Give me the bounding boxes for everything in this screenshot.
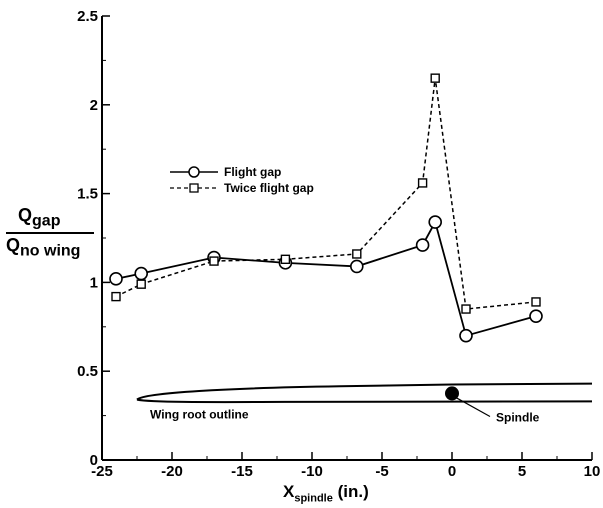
data-point-circle — [415, 238, 430, 252]
y-tick-label: 2 — [90, 97, 98, 114]
wing-upper-surface — [136, 382, 593, 401]
series-line — [115, 219, 537, 337]
data-point-square — [417, 178, 428, 188]
data-point-circle — [428, 215, 443, 229]
x-tick-label: -20 — [161, 463, 183, 480]
axes: -25 -20 -15 -10 -5 0 5 10 0 0.5 1 1.5 2 2.5 — [77, 8, 600, 480]
y-tick-label: 0.5 — [77, 363, 98, 380]
data-point-square — [136, 279, 146, 289]
x-tick-label: -10 — [301, 463, 323, 480]
wing-lower-surface — [136, 398, 593, 404]
y-axis-label-numerator: Qgap — [18, 205, 61, 230]
spindle-leader-line — [454, 396, 491, 418]
data-point-circle — [134, 266, 148, 281]
data-point-square — [280, 254, 291, 265]
data-point-circle — [529, 309, 543, 323]
data-point-square — [461, 304, 471, 314]
y-tick-label: 0 — [90, 452, 98, 469]
x-tick-label: -5 — [375, 463, 388, 480]
data-point-circle — [109, 272, 123, 286]
data-point-square — [430, 73, 440, 83]
legend-label: Twice flight gap — [224, 181, 314, 195]
data-point-square — [209, 256, 219, 266]
series-1 — [109, 215, 543, 343]
x-tick-label: -25 — [91, 463, 113, 480]
y-axis-label: Qgap Qno wing — [4, 205, 100, 260]
data-point-square — [352, 249, 362, 259]
data-point-circle — [349, 259, 364, 274]
legend: Flight gap Twice flight gap — [170, 165, 314, 195]
annotations: Wing root outline Spindle — [150, 396, 540, 424]
y-axis-label-denominator: Qno wing — [6, 234, 81, 260]
legend-marker-circle — [188, 166, 200, 178]
y-tick-label: 1 — [90, 274, 98, 291]
data-point-square — [531, 297, 541, 307]
series-2 — [111, 73, 541, 314]
y-tick-label: 2.5 — [77, 8, 98, 25]
x-tick-label: 10 — [584, 463, 601, 480]
x-tick-label: 5 — [518, 463, 526, 480]
legend-marker-square — [189, 183, 199, 193]
series-layer — [109, 73, 543, 343]
x-axis-label: Xspindle (in.) — [283, 482, 369, 505]
legend-label: Flight gap — [224, 165, 281, 179]
wing-root-outline — [136, 382, 593, 404]
series-line — [115, 78, 537, 310]
data-point-circle — [459, 328, 473, 343]
data-point-square — [111, 291, 121, 302]
spindle-label: Spindle — [496, 410, 540, 424]
wing-root-outline-label: Wing root outline — [150, 407, 249, 421]
x-tick-label: 0 — [448, 463, 456, 480]
y-axis-label-fraction-bar — [6, 231, 94, 234]
x-tick-label: -15 — [231, 463, 253, 480]
y-tick-label: 1.5 — [77, 186, 98, 203]
